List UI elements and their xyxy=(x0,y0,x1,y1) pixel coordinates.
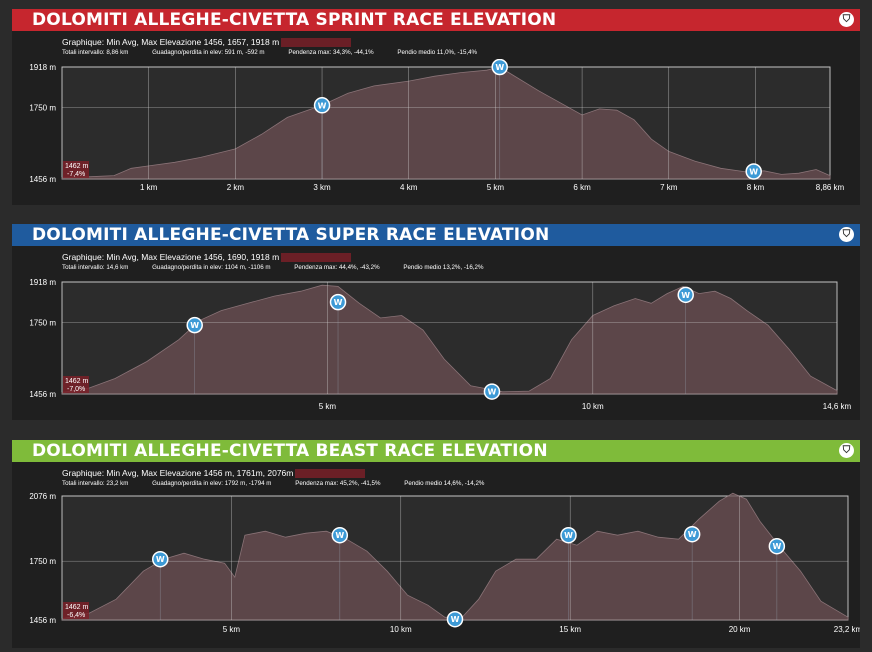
water-station-label: W xyxy=(495,63,504,72)
y-tick-label: 1918 m xyxy=(29,278,56,287)
super-race-panel: DOLOMITI ALLEGHE-CIVETTA SUPER RACE ELEV… xyxy=(12,224,860,420)
sprint-elevation-gain-loss: Guadagno/perdita in elev: 591 m, -592 m xyxy=(152,49,265,56)
x-tick-label: 10 km xyxy=(582,402,604,411)
elevation-area xyxy=(61,492,849,621)
x-tick-label: 1 km xyxy=(140,183,158,192)
x-tick-label: 5 km xyxy=(223,625,241,634)
super-max-grade: Pendenza max: 44,4%, -43,2% xyxy=(294,264,380,271)
start-grade-label: -7,0% xyxy=(67,386,85,393)
super-total-distance: Totali intervallo: 14,6 km xyxy=(62,264,129,271)
x-tick-label: 10 km xyxy=(390,625,412,634)
x-tick-label: 7 km xyxy=(660,183,678,192)
spartan-logo-icon: ⛉ xyxy=(839,443,854,458)
sprint-elevation-summary: Graphique: Min Avg, Max Elevazione 1456,… xyxy=(62,37,280,47)
water-station-label: W xyxy=(488,388,497,397)
super-elevation-gain-loss: Guadagno/perdita in elev: 1104 m, -1106 … xyxy=(152,264,271,271)
x-tick-label: 5 km xyxy=(487,183,505,192)
sprint-race-panel: DOLOMITI ALLEGHE-CIVETTA SPRINT RACE ELE… xyxy=(12,9,860,205)
water-station-marker xyxy=(152,550,169,568)
water-station-marker xyxy=(768,537,786,555)
x-tick-label: 8 km xyxy=(747,183,765,192)
water-station-label: W xyxy=(681,291,690,300)
start-grade-label: -7,4% xyxy=(67,171,85,178)
water-station-marker xyxy=(331,526,349,544)
spartan-logo-icon: ⛉ xyxy=(839,227,854,242)
start-label-box xyxy=(63,376,89,393)
y-tick-label: 1456 m xyxy=(29,175,56,184)
x-tick-label: 8,86 km xyxy=(816,183,845,192)
x-tick-label: 14,6 km xyxy=(823,402,852,411)
start-label-box xyxy=(63,161,89,178)
beast-race-title: DOLOMITI ALLEGHE-CIVETTA BEAST RACE ELEV… xyxy=(32,441,548,461)
sprint-max-grade: Pendenza max: 34,3%, -44,1% xyxy=(288,49,374,56)
water-station-label: W xyxy=(451,615,460,624)
beast-max-grade: Pendenza max: 45,2%, -41,5% xyxy=(295,480,381,487)
sprint-total-distance: Totali intervallo: 8,86 km xyxy=(62,49,129,56)
y-tick-label: 2076 m xyxy=(29,492,56,501)
x-tick-label: 6 km xyxy=(573,183,591,192)
super-avg-grade: Pendio medio 13,2%, -16,2% xyxy=(403,264,484,271)
start-elevation-label: 1462 m xyxy=(65,163,89,170)
y-tick-label: 1918 m xyxy=(29,63,56,72)
water-station-label: W xyxy=(156,555,165,564)
y-tick-label: 1456 m xyxy=(29,616,56,625)
water-station-marker xyxy=(560,526,577,544)
x-tick-label: 5 km xyxy=(319,402,337,411)
water-station-label: W xyxy=(318,101,327,110)
water-station-marker xyxy=(683,525,701,543)
y-tick-label: 1750 m xyxy=(29,104,56,113)
x-tick-label: 3 km xyxy=(313,183,331,192)
x-tick-label: 23,2 km xyxy=(834,625,860,634)
sprint-elevation-chart: 1 km 2 km 3 km 4 km 5 km 6 km 7 km 8 km 8,86 km 1… xyxy=(29,59,845,192)
sprint-race-title: DOLOMITI ALLEGHE-CIVETTA SPRINT RACE ELE… xyxy=(32,10,557,30)
super-race-banner: DOLOMITI ALLEGHE-CIVETTA SUPER RACE ELEV… xyxy=(12,224,860,246)
start-elevation-label: 1462 m xyxy=(65,604,89,611)
sprint-avg-grade: Pendio medio 11,0%, -15,4% xyxy=(397,49,478,56)
beast-elevation-chart: 5 km 10 km 15 km 20 km 23,2 km 1456 m 1750 m 20… xyxy=(29,492,860,634)
y-tick-label: 1456 m xyxy=(29,390,56,399)
beast-total-distance: Totali intervallo: 23,2 km xyxy=(62,480,129,487)
y-tick-label: 1750 m xyxy=(29,557,56,566)
x-tick-label: 4 km xyxy=(400,183,418,192)
elevation-area xyxy=(61,284,838,395)
spartan-logo-icon: ⛉ xyxy=(839,12,854,27)
water-station-marker xyxy=(677,286,694,304)
water-station-label: W xyxy=(190,321,199,330)
water-station-label: W xyxy=(564,531,573,540)
water-station-marker xyxy=(186,316,203,334)
x-tick-label: 20 km xyxy=(729,625,751,634)
water-station-label: W xyxy=(749,167,758,176)
y-tick-label: 1750 m xyxy=(29,319,56,328)
water-station-marker xyxy=(329,293,347,311)
beast-race-banner: DOLOMITI ALLEGHE-CIVETTA BEAST RACE ELEV… xyxy=(12,440,860,462)
water-station-label: W xyxy=(335,531,344,540)
water-station-marker xyxy=(483,383,501,400)
water-station-marker xyxy=(745,163,762,180)
super-elevation-chart: 5 km 10 km 14,6 km 1456 m 1750 m 1918 m 1462 m… xyxy=(29,278,852,411)
water-station-marker xyxy=(446,610,464,628)
beast-elevation-summary: Graphique: Min Avg, Max Elevazione 1456 … xyxy=(62,468,294,478)
water-station-label: W xyxy=(334,298,343,307)
super-elevation-summary: Graphique: Min Avg, Max Elevazione 1456,… xyxy=(62,252,280,262)
beast-elevation-gain-loss: Guadagno/perdita in elev: 1792 m, -1794 … xyxy=(152,480,272,487)
water-station-label: W xyxy=(772,542,781,551)
water-station-marker xyxy=(313,97,331,114)
x-tick-label: 2 km xyxy=(227,183,245,192)
beast-race-panel: DOLOMITI ALLEGHE-CIVETTA BEAST RACE ELEV… xyxy=(12,440,860,648)
start-grade-label: -6,4% xyxy=(67,612,85,619)
sprint-race-banner: DOLOMITI ALLEGHE-CIVETTA SPRINT RACE ELE… xyxy=(12,9,860,31)
beast-avg-grade: Pendio medio 14,6%, -14,2% xyxy=(404,480,485,487)
x-tick-label: 15 km xyxy=(559,625,581,634)
water-station-marker xyxy=(491,59,508,76)
water-station-label: W xyxy=(688,530,697,539)
start-elevation-label: 1462 m xyxy=(65,378,89,385)
super-race-title: DOLOMITI ALLEGHE-CIVETTA SUPER RACE ELEV… xyxy=(32,225,550,245)
start-label-box xyxy=(63,602,89,619)
